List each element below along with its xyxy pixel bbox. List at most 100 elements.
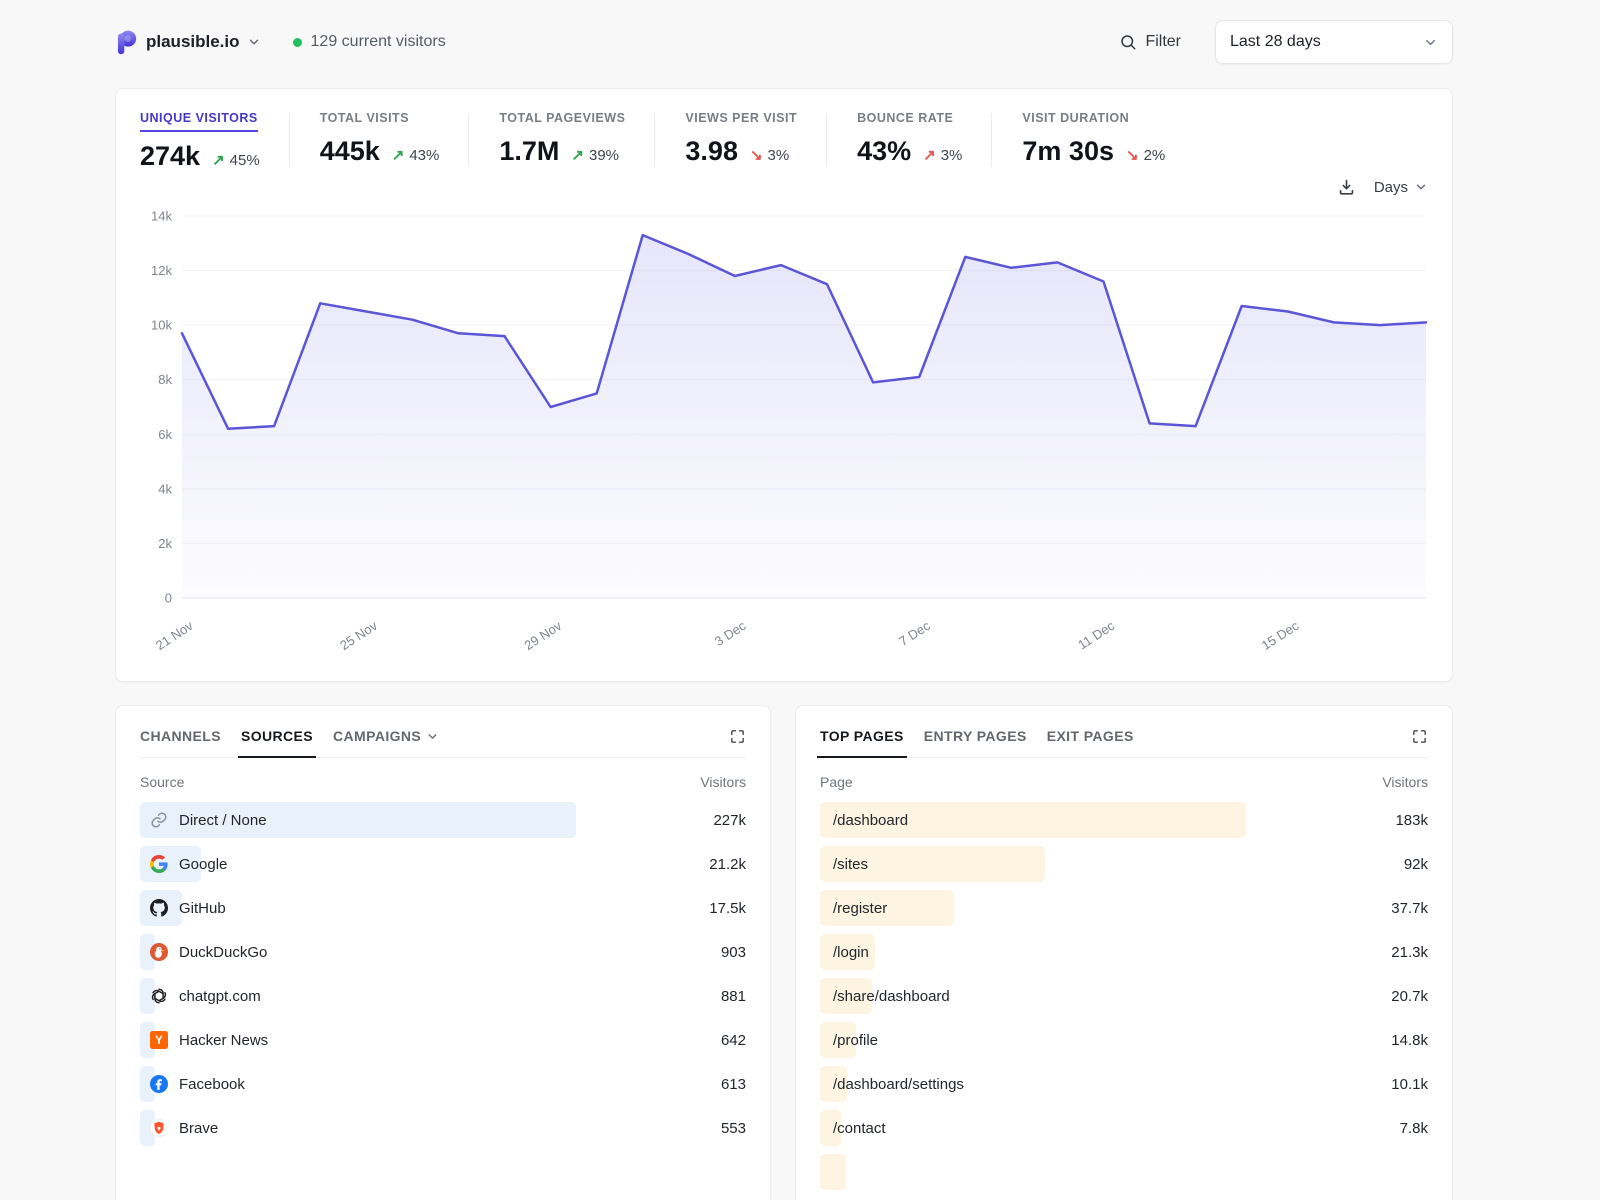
- table-row[interactable]: chatgpt.com 881: [140, 978, 746, 1014]
- table-row[interactable]: Facebook 613: [140, 1066, 746, 1102]
- table-row[interactable]: /contact 7.8k: [820, 1110, 1428, 1146]
- svg-text:21 Nov: 21 Nov: [153, 618, 196, 653]
- stat-value: 445k: [319, 136, 380, 166]
- svg-text:7 Dec: 7 Dec: [896, 618, 933, 649]
- page-visitors: 92k: [1403, 855, 1428, 873]
- svg-text:29 Nov: 29 Nov: [522, 618, 565, 653]
- page-label[interactable]: /dashboard/settings: [833, 1075, 964, 1093]
- brave-icon: [150, 1119, 168, 1137]
- svg-text:0: 0: [165, 591, 172, 606]
- svg-text:2k: 2k: [158, 536, 172, 551]
- trend-arrow-icon: ↗: [391, 147, 405, 164]
- visitors-area-chart[interactable]: 0 2k 4k 6k 8k 10k 12k 14k 21 Nov 25 Nov 29 Nov 3 De…: [140, 204, 1430, 656]
- site-switcher[interactable]: plausible.io: [115, 29, 261, 55]
- trend-arrow-icon: ↗: [571, 147, 584, 164]
- table-row[interactable]: /register 37.7k: [820, 890, 1428, 926]
- table-row[interactable]: GitHub 17.5k: [140, 890, 746, 926]
- source-visitors: 553: [720, 1119, 746, 1137]
- svg-text:6k: 6k: [158, 427, 172, 442]
- table-row[interactable]: Direct / None 227k: [140, 802, 746, 838]
- table-row[interactable]: /login 21.3k: [820, 934, 1428, 970]
- tab-entry-pages[interactable]: ENTRY PAGES: [923, 728, 1027, 744]
- page-label[interactable]: /profile: [833, 1031, 879, 1049]
- stat-value: 43%: [857, 136, 912, 166]
- page-label[interactable]: /dashboard: [833, 811, 909, 829]
- chart-controls: Days: [140, 174, 1428, 200]
- date-range-dropdown[interactable]: Last 28 days: [1215, 20, 1453, 64]
- current-visitors[interactable]: 129 current visitors: [292, 33, 446, 51]
- stat-views-per-visit[interactable]: VIEWS PER VISIT 3.98 ↘ 3%: [685, 109, 827, 167]
- table-row[interactable]: /dashboard/settings 10.1k: [820, 1066, 1428, 1102]
- page-label[interactable]: /login: [833, 943, 869, 961]
- stat-total-visits[interactable]: TOTAL VISITS 445k ↗ 43%: [320, 109, 470, 167]
- source-label[interactable]: Direct / None: [179, 811, 267, 829]
- trend-arrow-icon: ↗: [923, 147, 936, 164]
- page-visitors: 7.8k: [1399, 1119, 1428, 1137]
- table-row[interactable]: /sites 92k: [820, 846, 1428, 882]
- source-label[interactable]: Google: [179, 855, 228, 873]
- tab-exit-pages[interactable]: EXIT PAGES: [1046, 728, 1134, 744]
- page-label[interactable]: /contact: [833, 1119, 886, 1137]
- source-label[interactable]: Facebook: [179, 1075, 245, 1093]
- tab-sources[interactable]: SOURCES: [237, 728, 317, 758]
- source-visitors: 613: [720, 1075, 746, 1093]
- stat-label: VISIT DURATION: [1022, 111, 1130, 125]
- stat-change: 45%: [229, 152, 260, 169]
- duckduckgo-icon: [150, 943, 168, 961]
- pages-columns: Page Visitors: [820, 774, 1428, 790]
- source-visitors: 903: [720, 943, 746, 961]
- github-icon: [150, 899, 168, 917]
- dashboard-page: plausible.io 129 current visitors Filter…: [115, 20, 1453, 1200]
- svg-text:Y: Y: [155, 1035, 163, 1047]
- page-visitors: 21.3k: [1391, 943, 1428, 961]
- stat-visit-duration[interactable]: VISIT DURATION 7m 30s ↘ 2%: [1022, 109, 1195, 167]
- stat-bounce-rate[interactable]: BOUNCE RATE 43% ↗ 3%: [857, 109, 993, 167]
- filter-label: Filter: [1145, 33, 1181, 50]
- source-visitors: 227k: [713, 811, 746, 829]
- download-icon[interactable]: [1337, 178, 1356, 197]
- stats-row: UNIQUE VISITORS 274k ↗ 45% TOTAL VISITS 4…: [140, 109, 1428, 172]
- svg-text:4k: 4k: [158, 481, 172, 496]
- stat-value: 274k: [140, 141, 201, 171]
- stat-label: UNIQUE VISITORS: [140, 111, 258, 132]
- source-label[interactable]: GitHub: [179, 899, 226, 917]
- stat-unique-visitors[interactable]: UNIQUE VISITORS 274k ↗ 45%: [140, 109, 290, 172]
- page-visitors: 183k: [1395, 811, 1428, 829]
- site-name: plausible.io: [146, 32, 240, 51]
- source-visitors: 17.5k: [709, 899, 746, 917]
- table-row[interactable]: /dashboard 183k: [820, 802, 1428, 838]
- plausible-logo-icon: [115, 29, 137, 55]
- table-row[interactable]: Google 21.2k: [140, 846, 746, 882]
- chevron-down-icon: [247, 35, 261, 49]
- svg-text:14k: 14k: [151, 209, 172, 224]
- expand-icon[interactable]: [729, 728, 746, 745]
- table-row[interactable]: /share/dashboard 20.7k: [820, 978, 1428, 1014]
- page-label[interactable]: /sites: [833, 855, 869, 873]
- trend-arrow-icon: ↘: [1125, 147, 1139, 164]
- table-row[interactable]: DuckDuckGo 903: [140, 934, 746, 970]
- tab-channels[interactable]: CHANNELS: [140, 728, 221, 744]
- source-label[interactable]: chatgpt.com: [179, 987, 261, 1005]
- svg-text:15 Dec: 15 Dec: [1259, 618, 1302, 653]
- source-label[interactable]: Hacker News: [179, 1031, 269, 1049]
- svg-text:25 Nov: 25 Nov: [337, 618, 380, 653]
- expand-icon[interactable]: [1411, 728, 1428, 745]
- table-row[interactable]: Brave 553: [140, 1110, 746, 1146]
- stat-label: TOTAL VISITS: [319, 111, 410, 125]
- page-label[interactable]: /share/dashboard: [833, 987, 950, 1005]
- stat-total-pageviews[interactable]: TOTAL PAGEVIEWS 1.7M ↗ 39%: [499, 109, 656, 167]
- table-row[interactable]: /profile 14.8k: [820, 1022, 1428, 1058]
- interval-dropdown[interactable]: Days: [1374, 179, 1428, 196]
- tab-top-pages[interactable]: TOP PAGES: [817, 728, 907, 758]
- trend-arrow-icon: ↘: [749, 147, 763, 164]
- page-label[interactable]: /register: [833, 899, 888, 917]
- stat-label: BOUNCE RATE: [857, 111, 954, 125]
- tab-campaigns[interactable]: CAMPAIGNS: [333, 728, 439, 757]
- tab-campaigns-label: CAMPAIGNS: [333, 728, 422, 744]
- source-label[interactable]: DuckDuckGo: [179, 943, 268, 961]
- column-source: Source: [140, 774, 185, 790]
- column-page: Page: [820, 774, 853, 790]
- filter-button[interactable]: Filter: [1119, 33, 1181, 51]
- source-label[interactable]: Brave: [179, 1119, 219, 1137]
- table-row[interactable]: Y Hacker News 642: [140, 1022, 746, 1058]
